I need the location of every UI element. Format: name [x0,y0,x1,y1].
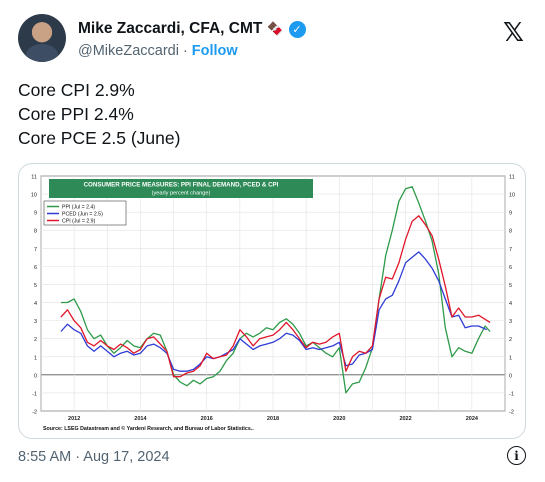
x-tick-label: 2012 [68,416,80,422]
chocolate-emoji: 🍫 [267,21,284,36]
y-tick-label-right: 11 [509,175,515,181]
tweet-line: Core PPI 2.4% [18,104,134,124]
y-tick-label-left: 5 [34,283,37,289]
y-tick-label-right: 8 [509,229,512,235]
chart-title-banner [49,179,313,198]
y-tick-label-right: 7 [509,247,512,253]
y-tick-label-left: 8 [34,229,37,235]
y-tick-label-right: -1 [509,391,514,397]
legend-label: PPI (Jul = 2.4) [62,205,95,211]
y-tick-label-right: 3 [509,319,512,325]
y-tick-label-left: 11 [31,175,37,181]
verified-badge-icon[interactable]: ✓ [288,20,306,38]
y-tick-label-right: 6 [509,265,512,271]
y-tick-label-left: 6 [34,265,37,271]
author-handle-row: @MikeZaccardi · Follow [78,43,238,59]
handle-separator: · [182,43,188,59]
tweet-line: Core PCE 2.5 (June) [18,128,181,148]
chart-source: Source: LSEG Datastream and © Yardeni Re… [43,425,254,432]
author-handle[interactable]: @MikeZaccardi [78,43,179,59]
x-tick-label: 2020 [333,416,345,422]
chart-title: CONSUMER PRICE MEASURES: PPI FINAL DEMAN… [84,182,279,189]
series-line [60,186,491,394]
y-tick-label-left: 3 [34,319,37,325]
y-tick-label-left: 9 [34,211,37,217]
y-tick-label-right: 2 [509,337,512,343]
y-tick-label-right: 4 [509,301,512,307]
y-tick-label-right: 9 [509,211,512,217]
y-tick-label-right: 10 [509,193,515,199]
y-tick-label-left: 4 [34,301,37,307]
x-tick-label: 2014 [134,416,147,422]
y-tick-label-left: -1 [32,391,37,397]
tweet-line: Core CPI 2.9% [18,80,135,100]
legend-label: PCED (Jun = 2.5) [62,212,103,218]
avatar[interactable] [18,14,66,62]
x-tick-label: 2022 [399,416,411,422]
series-line [60,215,491,378]
author-name[interactable]: Mike Zaccardi, CFA, CMT [78,20,263,37]
x-tick-label: 2024 [466,416,479,422]
y-tick-label-left: -2 [32,410,37,416]
info-icon[interactable]: i [507,446,526,465]
y-tick-label-right: 1 [509,355,512,361]
follow-button[interactable]: Follow [191,43,238,59]
y-tick-label-right: -2 [509,410,514,416]
x-tick-label: 2016 [201,416,213,422]
author-name-row: Mike Zaccardi, CFA, CMT 🍫 ✓ [78,20,306,38]
chart-subtitle: (yearly percent change) [152,191,211,197]
y-tick-label-left: 1 [34,355,37,361]
legend-label: CPI (Jul = 2.9) [62,219,96,225]
tweet-text: Core CPI 2.9% Core PPI 2.4% Core PCE 2.5… [18,78,180,150]
y-tick-label-left: 2 [34,337,37,343]
y-tick-label-left: 7 [34,247,37,253]
y-tick-label-left: 10 [31,193,37,199]
tweet-timestamp[interactable]: 8:55 AM · Aug 17, 2024 [18,449,170,465]
tweet-header: Mike Zaccardi, CFA, CMT 🍫 ✓ @MikeZaccard… [18,14,528,62]
x-logo-icon[interactable]: 𝕏 [503,18,524,48]
series-line [60,251,488,372]
y-tick-label-right: 5 [509,283,512,289]
chart-image[interactable]: -2 -2 -1 -1 0 0 1 1 2 2 3 3 4 4 5 5 6 6 7 7 8 8 9 9 10 10 11 11 2012… [18,163,526,439]
y-tick-label-right: 0 [509,373,512,379]
x-tick-label: 2018 [267,416,279,422]
y-tick-label-left: 0 [34,373,37,379]
